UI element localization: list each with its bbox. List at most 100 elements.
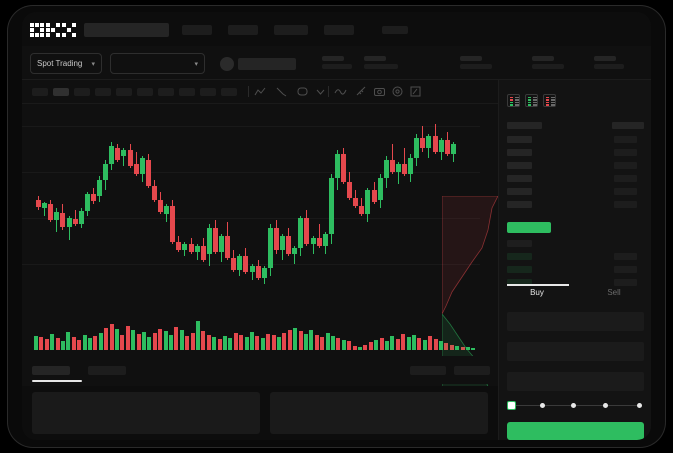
slider-stop-50[interactable] bbox=[571, 403, 576, 408]
volume-bar bbox=[66, 332, 71, 350]
volume-bar bbox=[115, 329, 119, 350]
volume-bar bbox=[82, 335, 87, 350]
measure-icon[interactable] bbox=[296, 85, 309, 98]
interval-button-3[interactable] bbox=[95, 88, 111, 96]
candle-body bbox=[286, 236, 292, 254]
tab-buy[interactable]: Buy bbox=[530, 288, 544, 297]
stat-24h-high bbox=[460, 56, 492, 69]
volume-bar bbox=[347, 341, 352, 350]
slider-stop-75[interactable] bbox=[603, 403, 608, 408]
stat-value bbox=[532, 64, 564, 69]
interval-button-7[interactable] bbox=[179, 88, 195, 96]
camera-icon[interactable] bbox=[373, 85, 386, 98]
interval-button-2[interactable] bbox=[74, 88, 90, 96]
nav-item-2[interactable] bbox=[228, 25, 258, 35]
candle-body bbox=[322, 234, 328, 246]
depth-ask-area bbox=[442, 196, 498, 315]
interval-button-8[interactable] bbox=[200, 88, 216, 96]
volume-bar bbox=[412, 335, 416, 350]
volume-bar bbox=[439, 341, 443, 350]
orderbook-view-asks-icon[interactable] bbox=[543, 94, 556, 107]
nav-item-3[interactable] bbox=[274, 25, 308, 35]
orderbook-bid-size bbox=[614, 253, 637, 260]
nav-item-1[interactable] bbox=[182, 25, 212, 35]
market-type-selector[interactable]: Spot Trading ▾ bbox=[30, 53, 102, 74]
trendline-icon[interactable] bbox=[254, 85, 267, 98]
pair-selector[interactable]: ▾ bbox=[110, 53, 205, 74]
total-field[interactable] bbox=[507, 372, 644, 391]
gridline-0 bbox=[22, 126, 480, 127]
volume-bar bbox=[336, 338, 341, 350]
candle-body bbox=[292, 248, 298, 254]
settings-icon[interactable] bbox=[391, 85, 404, 98]
volume-bar bbox=[363, 345, 368, 350]
submit-buy-button[interactable] bbox=[507, 422, 644, 440]
stat-value bbox=[594, 64, 624, 69]
candle-body bbox=[316, 238, 322, 246]
candle-body bbox=[328, 178, 334, 234]
stat-label bbox=[594, 56, 616, 61]
nav-item-4[interactable] bbox=[324, 25, 354, 35]
ruler-icon[interactable] bbox=[355, 85, 368, 98]
stat-value bbox=[364, 64, 398, 69]
slider-stop-100[interactable] bbox=[637, 403, 642, 408]
fullscreen-icon[interactable] bbox=[409, 85, 422, 98]
volume-bar bbox=[34, 336, 38, 350]
cursor-icon[interactable] bbox=[275, 85, 288, 98]
volume-bar bbox=[201, 331, 206, 350]
orderbook-ask-size bbox=[614, 201, 637, 208]
search-input[interactable] bbox=[84, 23, 169, 37]
volume-bar bbox=[163, 331, 168, 350]
orderbook-view-both-icon[interactable] bbox=[507, 94, 520, 107]
bottom-tab-open-orders[interactable] bbox=[32, 366, 70, 375]
candle-body bbox=[225, 236, 231, 258]
orderbook-view-bids-icon[interactable] bbox=[525, 94, 538, 107]
slider-stop-25[interactable] bbox=[540, 403, 545, 408]
interval-button-5[interactable] bbox=[137, 88, 153, 96]
candle-body bbox=[389, 160, 395, 172]
bottom-action-1[interactable] bbox=[410, 366, 446, 375]
chevron-down-icon[interactable] bbox=[314, 85, 327, 98]
candle-body bbox=[365, 190, 371, 214]
interval-button-4[interactable] bbox=[116, 88, 132, 96]
okx-logo[interactable] bbox=[30, 23, 76, 37]
candle-body bbox=[408, 158, 414, 174]
candle-body bbox=[206, 228, 212, 254]
volume-bar bbox=[55, 338, 60, 350]
price-field[interactable] bbox=[507, 312, 644, 331]
bottom-tab-order-history[interactable] bbox=[88, 366, 126, 375]
price-chart[interactable] bbox=[22, 104, 498, 426]
interval-button-9[interactable] bbox=[221, 88, 237, 96]
slider-handle[interactable] bbox=[507, 401, 516, 410]
stat-24h-change bbox=[364, 56, 398, 69]
chevron-down-icon: ▾ bbox=[194, 60, 198, 68]
candle-wick bbox=[123, 148, 125, 166]
nav-item-5[interactable] bbox=[382, 26, 408, 34]
volume-bar bbox=[44, 339, 49, 350]
tab-sell[interactable]: Sell bbox=[607, 288, 621, 297]
volume-bar bbox=[88, 338, 92, 350]
candle-body bbox=[72, 219, 78, 224]
volume-bar bbox=[417, 338, 422, 350]
bottom-action-2[interactable] bbox=[454, 366, 490, 375]
app-header bbox=[22, 12, 651, 46]
candle-wick bbox=[312, 236, 314, 254]
interval-button-6[interactable] bbox=[158, 88, 174, 96]
candle-body bbox=[359, 206, 365, 214]
candle-wick bbox=[56, 208, 58, 232]
wave-icon[interactable] bbox=[334, 85, 347, 98]
interval-button-1[interactable] bbox=[53, 88, 69, 96]
candle-body bbox=[298, 218, 304, 248]
candle-body bbox=[243, 256, 249, 272]
interval-button-0[interactable] bbox=[32, 88, 48, 96]
volume-bar bbox=[158, 329, 163, 350]
volume-bar bbox=[368, 342, 373, 350]
volume-bar bbox=[131, 330, 136, 350]
volume-bar bbox=[298, 331, 303, 350]
candlestick-series bbox=[22, 104, 480, 299]
orderbook-ask-row bbox=[507, 188, 532, 195]
candle-body bbox=[115, 148, 121, 160]
volume-bar bbox=[223, 336, 227, 350]
amount-field[interactable] bbox=[507, 342, 644, 361]
volume-bar bbox=[385, 341, 389, 350]
